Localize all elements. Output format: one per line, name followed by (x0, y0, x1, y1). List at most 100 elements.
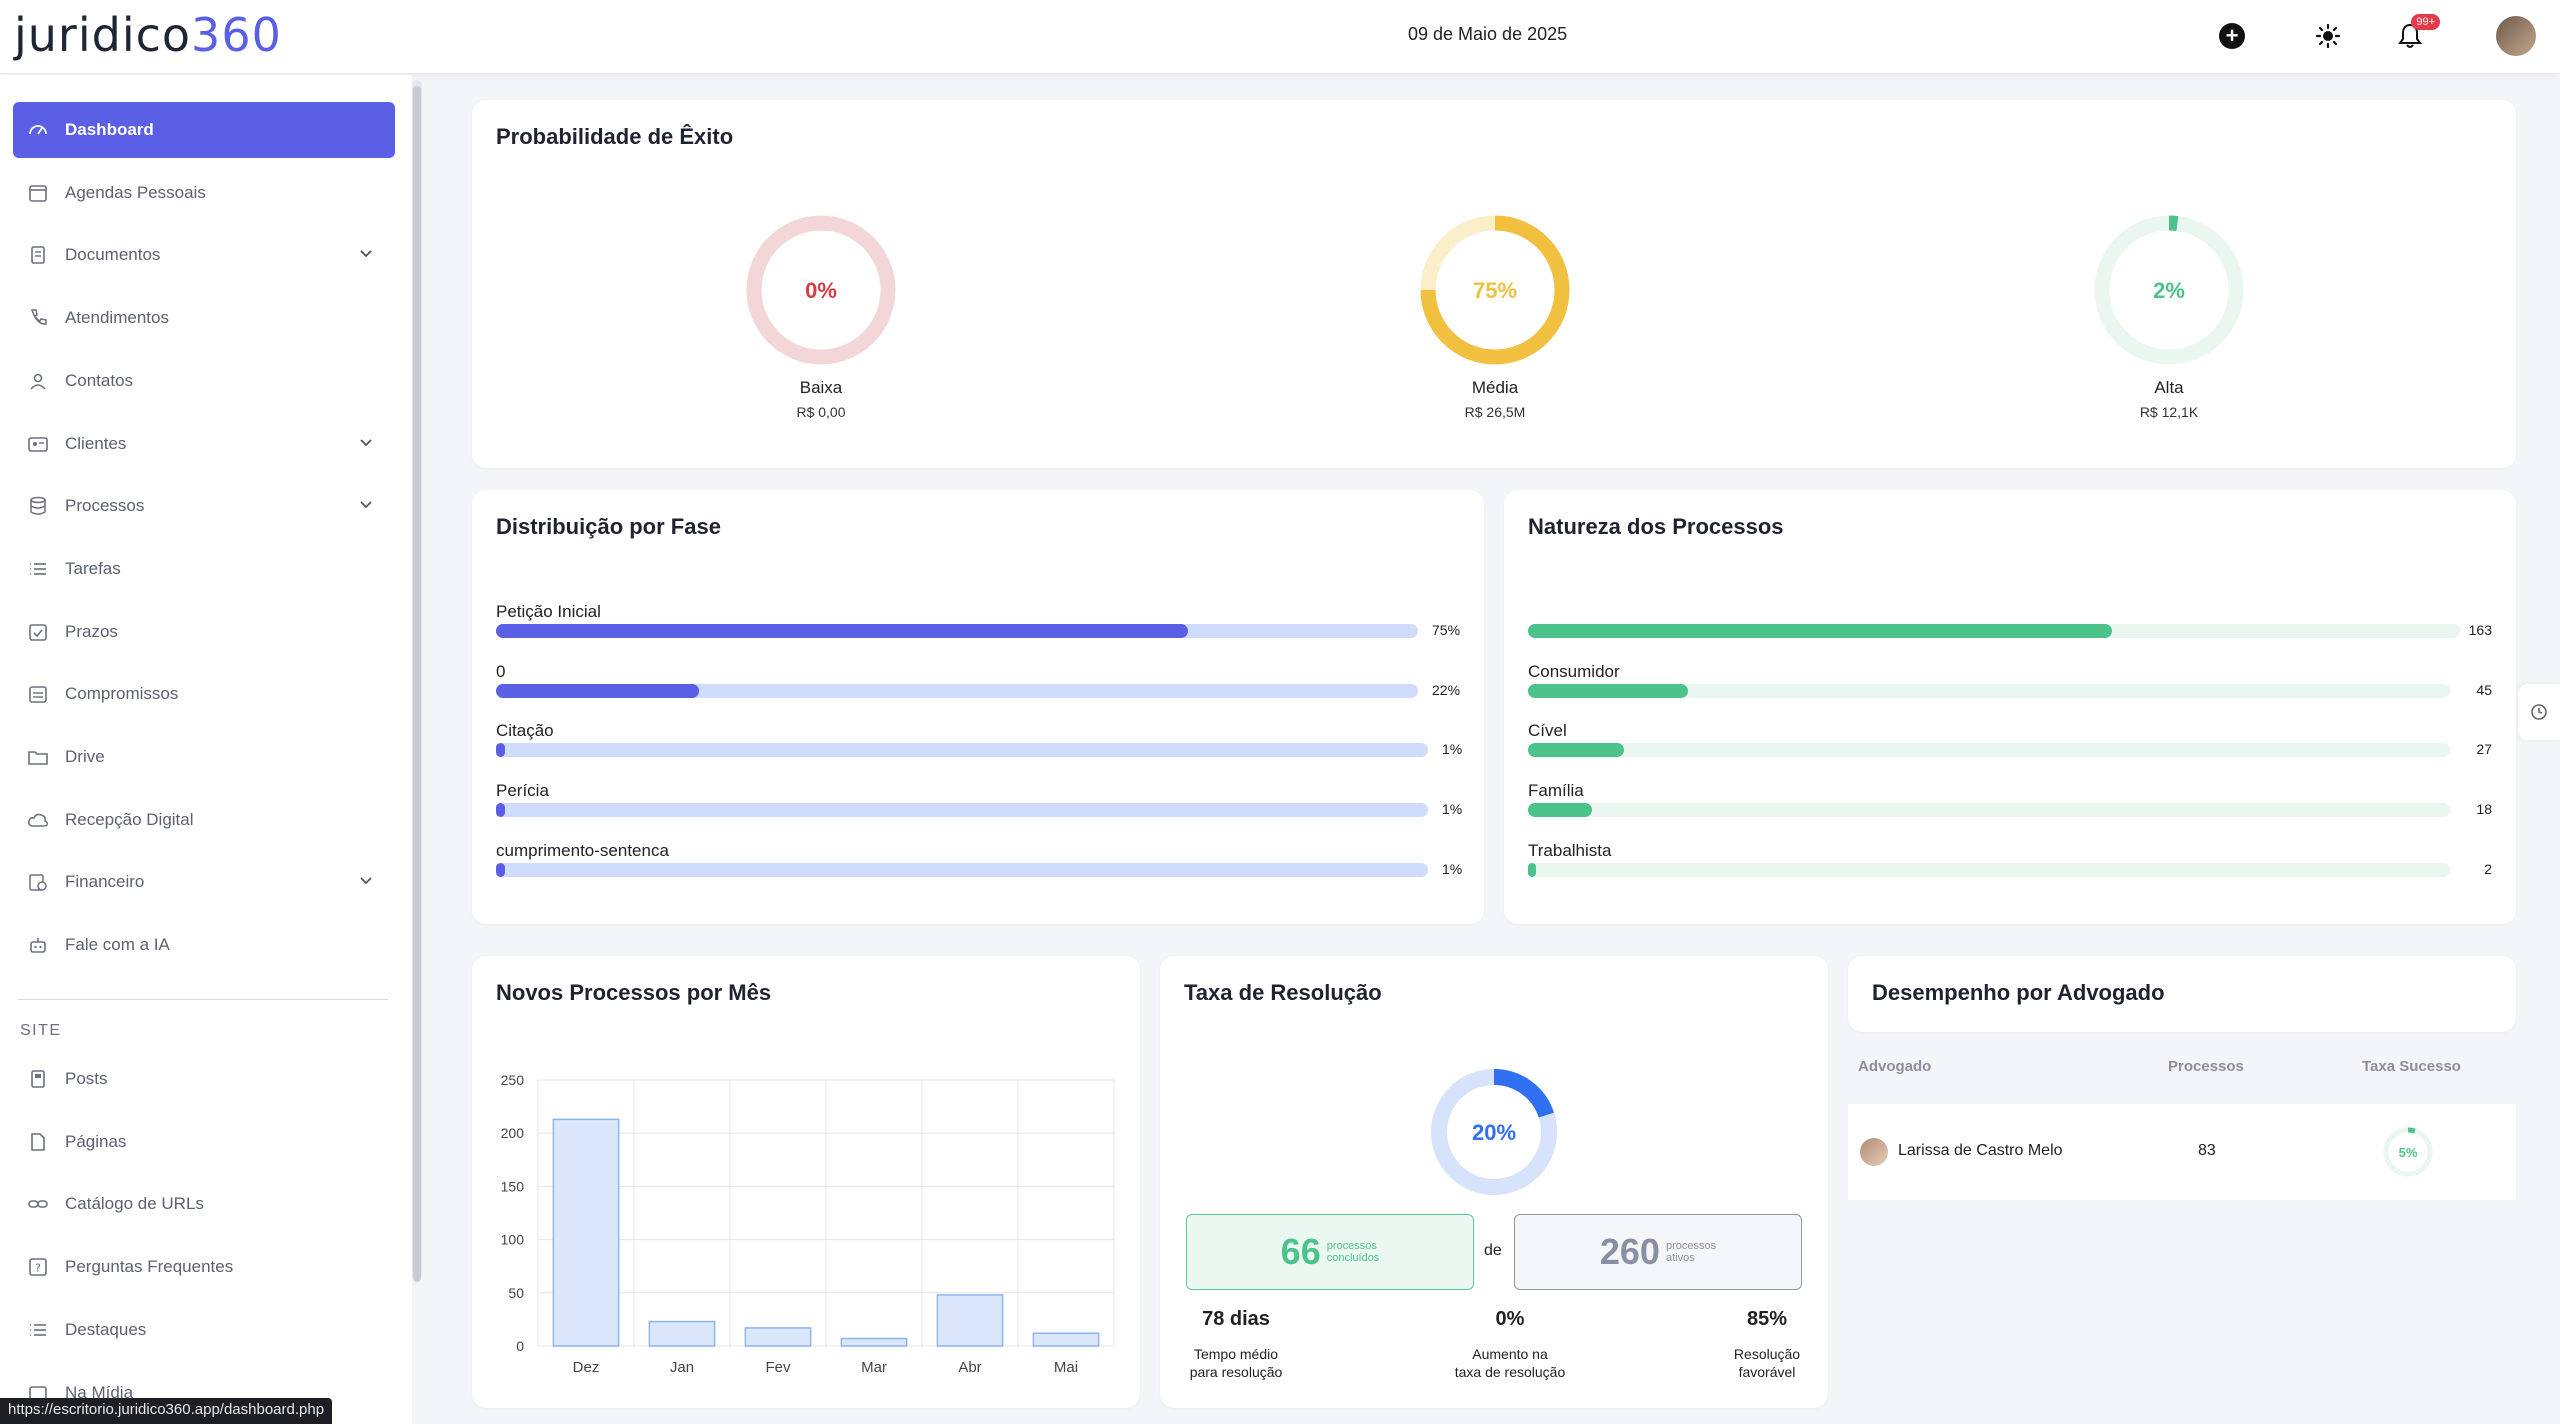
sidebar-item-documentos[interactable]: Documentos (13, 227, 395, 283)
bar-dez[interactable] (552, 1118, 620, 1347)
sidebar-item-contatos[interactable]: Contatos (13, 353, 395, 409)
sidebar-item-clientes[interactable]: Clientes (13, 416, 395, 472)
sidebar-item-perguntas-frequentes[interactable]: ? Perguntas Frequentes (13, 1239, 395, 1295)
natureza-bar-fill (1528, 803, 1592, 818)
sidebar-item-label: Drive (65, 747, 105, 766)
sidebar-item-fale-com-a-ia[interactable]: Fale com a IA (13, 917, 395, 973)
post-icon (27, 1068, 49, 1090)
card-title: Novos Processos por Mês (496, 980, 772, 1005)
sidebar-item-cat-logo-de-urls[interactable]: Catálogo de URLs (13, 1176, 395, 1232)
fase-bar-track (496, 624, 1418, 638)
sidebar-item-financeiro[interactable]: Financeiro (13, 854, 395, 910)
app-logo[interactable]: juridico360 (14, 8, 282, 62)
sidebar-item-label: Na Mídia (65, 1382, 134, 1402)
y-tick-label: 100 (501, 1232, 525, 1248)
fase-label: Petição Inicial (496, 602, 601, 621)
bar-jan[interactable] (648, 1320, 716, 1347)
theme-toggle-button[interactable] (2310, 18, 2346, 54)
chevron-down-icon (357, 434, 375, 457)
chevron-down-icon (357, 872, 375, 895)
donut-média: 75% Média R$ 26,5M (1385, 210, 1605, 420)
fase-bar-fill (496, 743, 506, 758)
notifications-button[interactable]: 99+ (2392, 14, 2440, 54)
fase-bar-fill (496, 683, 699, 698)
fase-bar-track (496, 743, 1428, 758)
sidebar-item-label: Recepção Digital (65, 809, 194, 829)
natureza-count: 163 (2468, 622, 2492, 638)
sidebar-divider (18, 999, 388, 1000)
ativos-box: 260 processos ativos (1514, 1214, 1802, 1290)
fase-percent: 22% (1432, 681, 1461, 698)
donut-value-arc (1420, 215, 1570, 365)
sidebar-item-processos[interactable]: Processos (13, 478, 395, 534)
add-button[interactable]: + (2214, 18, 2250, 54)
success-rate-donut: 5% (2383, 1127, 2433, 1177)
sidebar-item-prazos[interactable]: Prazos (13, 604, 395, 660)
status-bar-url: https://escritorio.juridico360.app/dashb… (0, 1398, 333, 1424)
natureza-bar-fill (1528, 862, 1536, 877)
sidebar-item-atendimentos[interactable]: Atendimentos (13, 290, 395, 346)
question-icon: ? (27, 1256, 49, 1278)
donut-percent: 75% (1473, 278, 1517, 303)
table-row[interactable]: Larissa de Castro Melo 83 5% (1848, 1104, 2516, 1200)
x-tick-label: Abr (958, 1359, 981, 1376)
y-tick-label: 250 (501, 1072, 525, 1088)
natureza-label: Consumidor (1528, 661, 1620, 681)
th-advogado[interactable]: Advogado (1858, 1058, 1932, 1075)
stat-aumento-taxa: 0% Aumento na taxa de resolução (1454, 1308, 1566, 1380)
natureza-count: 45 (2476, 681, 2492, 698)
natureza-count: 27 (2476, 741, 2492, 758)
folder-icon (27, 746, 49, 768)
natureza-count: 2 (2484, 860, 2492, 877)
sidebar-item-compromissos[interactable]: Compromissos (13, 666, 395, 722)
donut-label: Média (1471, 378, 1519, 397)
bar-fev[interactable] (744, 1327, 812, 1347)
card-title: Distribuição por Fase (496, 514, 721, 539)
de-label: de (1484, 1242, 1502, 1259)
x-tick-label: Dez (573, 1359, 600, 1376)
user-avatar[interactable] (2496, 16, 2536, 56)
natureza-bar-track (1528, 862, 2450, 877)
sidebar-item-tarefas[interactable]: Tarefas (13, 541, 395, 597)
donut-amount: R$ 0,00 (796, 404, 846, 420)
sidebar-item-drive[interactable]: Drive (13, 729, 395, 785)
side-tab-button[interactable] (2518, 684, 2560, 740)
resolution-donut: 20% (1431, 1069, 1557, 1195)
th-processos[interactable]: Processos (2168, 1058, 2244, 1075)
phone-icon (27, 307, 49, 329)
bar-mar[interactable] (840, 1337, 908, 1347)
sidebar-item-label: Prazos (65, 621, 118, 641)
bar-abr[interactable] (936, 1294, 1004, 1347)
bar-mai[interactable] (1032, 1332, 1100, 1347)
natureza-bar-track (1528, 624, 2460, 638)
plus-icon: + (2219, 23, 2245, 49)
calendar-list-icon (27, 683, 49, 705)
sidebar-item-agendas-pessoais[interactable]: Agendas Pessoais (13, 165, 395, 221)
card-distribuicao: Distribuição por Fase Petição Inicial 75%… (472, 490, 1484, 924)
sidebar-item-dashboard[interactable]: Dashboard (13, 102, 395, 158)
sidebar-item-label: Processos (65, 496, 145, 516)
success-rate-text: 5% (2399, 1145, 2418, 1160)
bar-chart: 0 50 100 150 200 250 Dez Jan Fev Mar Abr Mai (501, 1072, 1115, 1376)
y-tick-label: 200 (501, 1125, 525, 1141)
sidebar-scroll-thumb[interactable] (413, 86, 421, 1282)
natureza-bar-fill (1528, 743, 1624, 758)
database-icon (27, 495, 49, 517)
chevron-down-icon (357, 496, 375, 519)
sidebar-item-recep-o-digital[interactable]: Recepção Digital (13, 792, 395, 848)
th-taxa-sucesso[interactable]: Taxa Sucesso (2362, 1058, 2461, 1075)
sidebar-item-destaques[interactable]: Destaques (13, 1302, 395, 1358)
natureza-bar-track (1528, 743, 2450, 758)
sidebar-item-label: Tarefas (65, 558, 121, 578)
ativos-count: 260 (1599, 1231, 1660, 1272)
natureza-bar-fill (1528, 624, 2113, 638)
sidebar-item-label: Atendimentos (65, 308, 169, 328)
sidebar (0, 75, 412, 1424)
sidebar-item-p-ginas[interactable]: Páginas (13, 1114, 395, 1170)
sidebar-item-label: Compromissos (65, 684, 179, 704)
natureza-label: Família (1528, 781, 1584, 801)
robot-icon (27, 934, 49, 956)
card-title: Natureza dos Processos (1528, 514, 1784, 539)
concluidos-box: 66 processos concluídos (1186, 1214, 1474, 1290)
sidebar-item-posts[interactable]: Posts (13, 1051, 395, 1107)
